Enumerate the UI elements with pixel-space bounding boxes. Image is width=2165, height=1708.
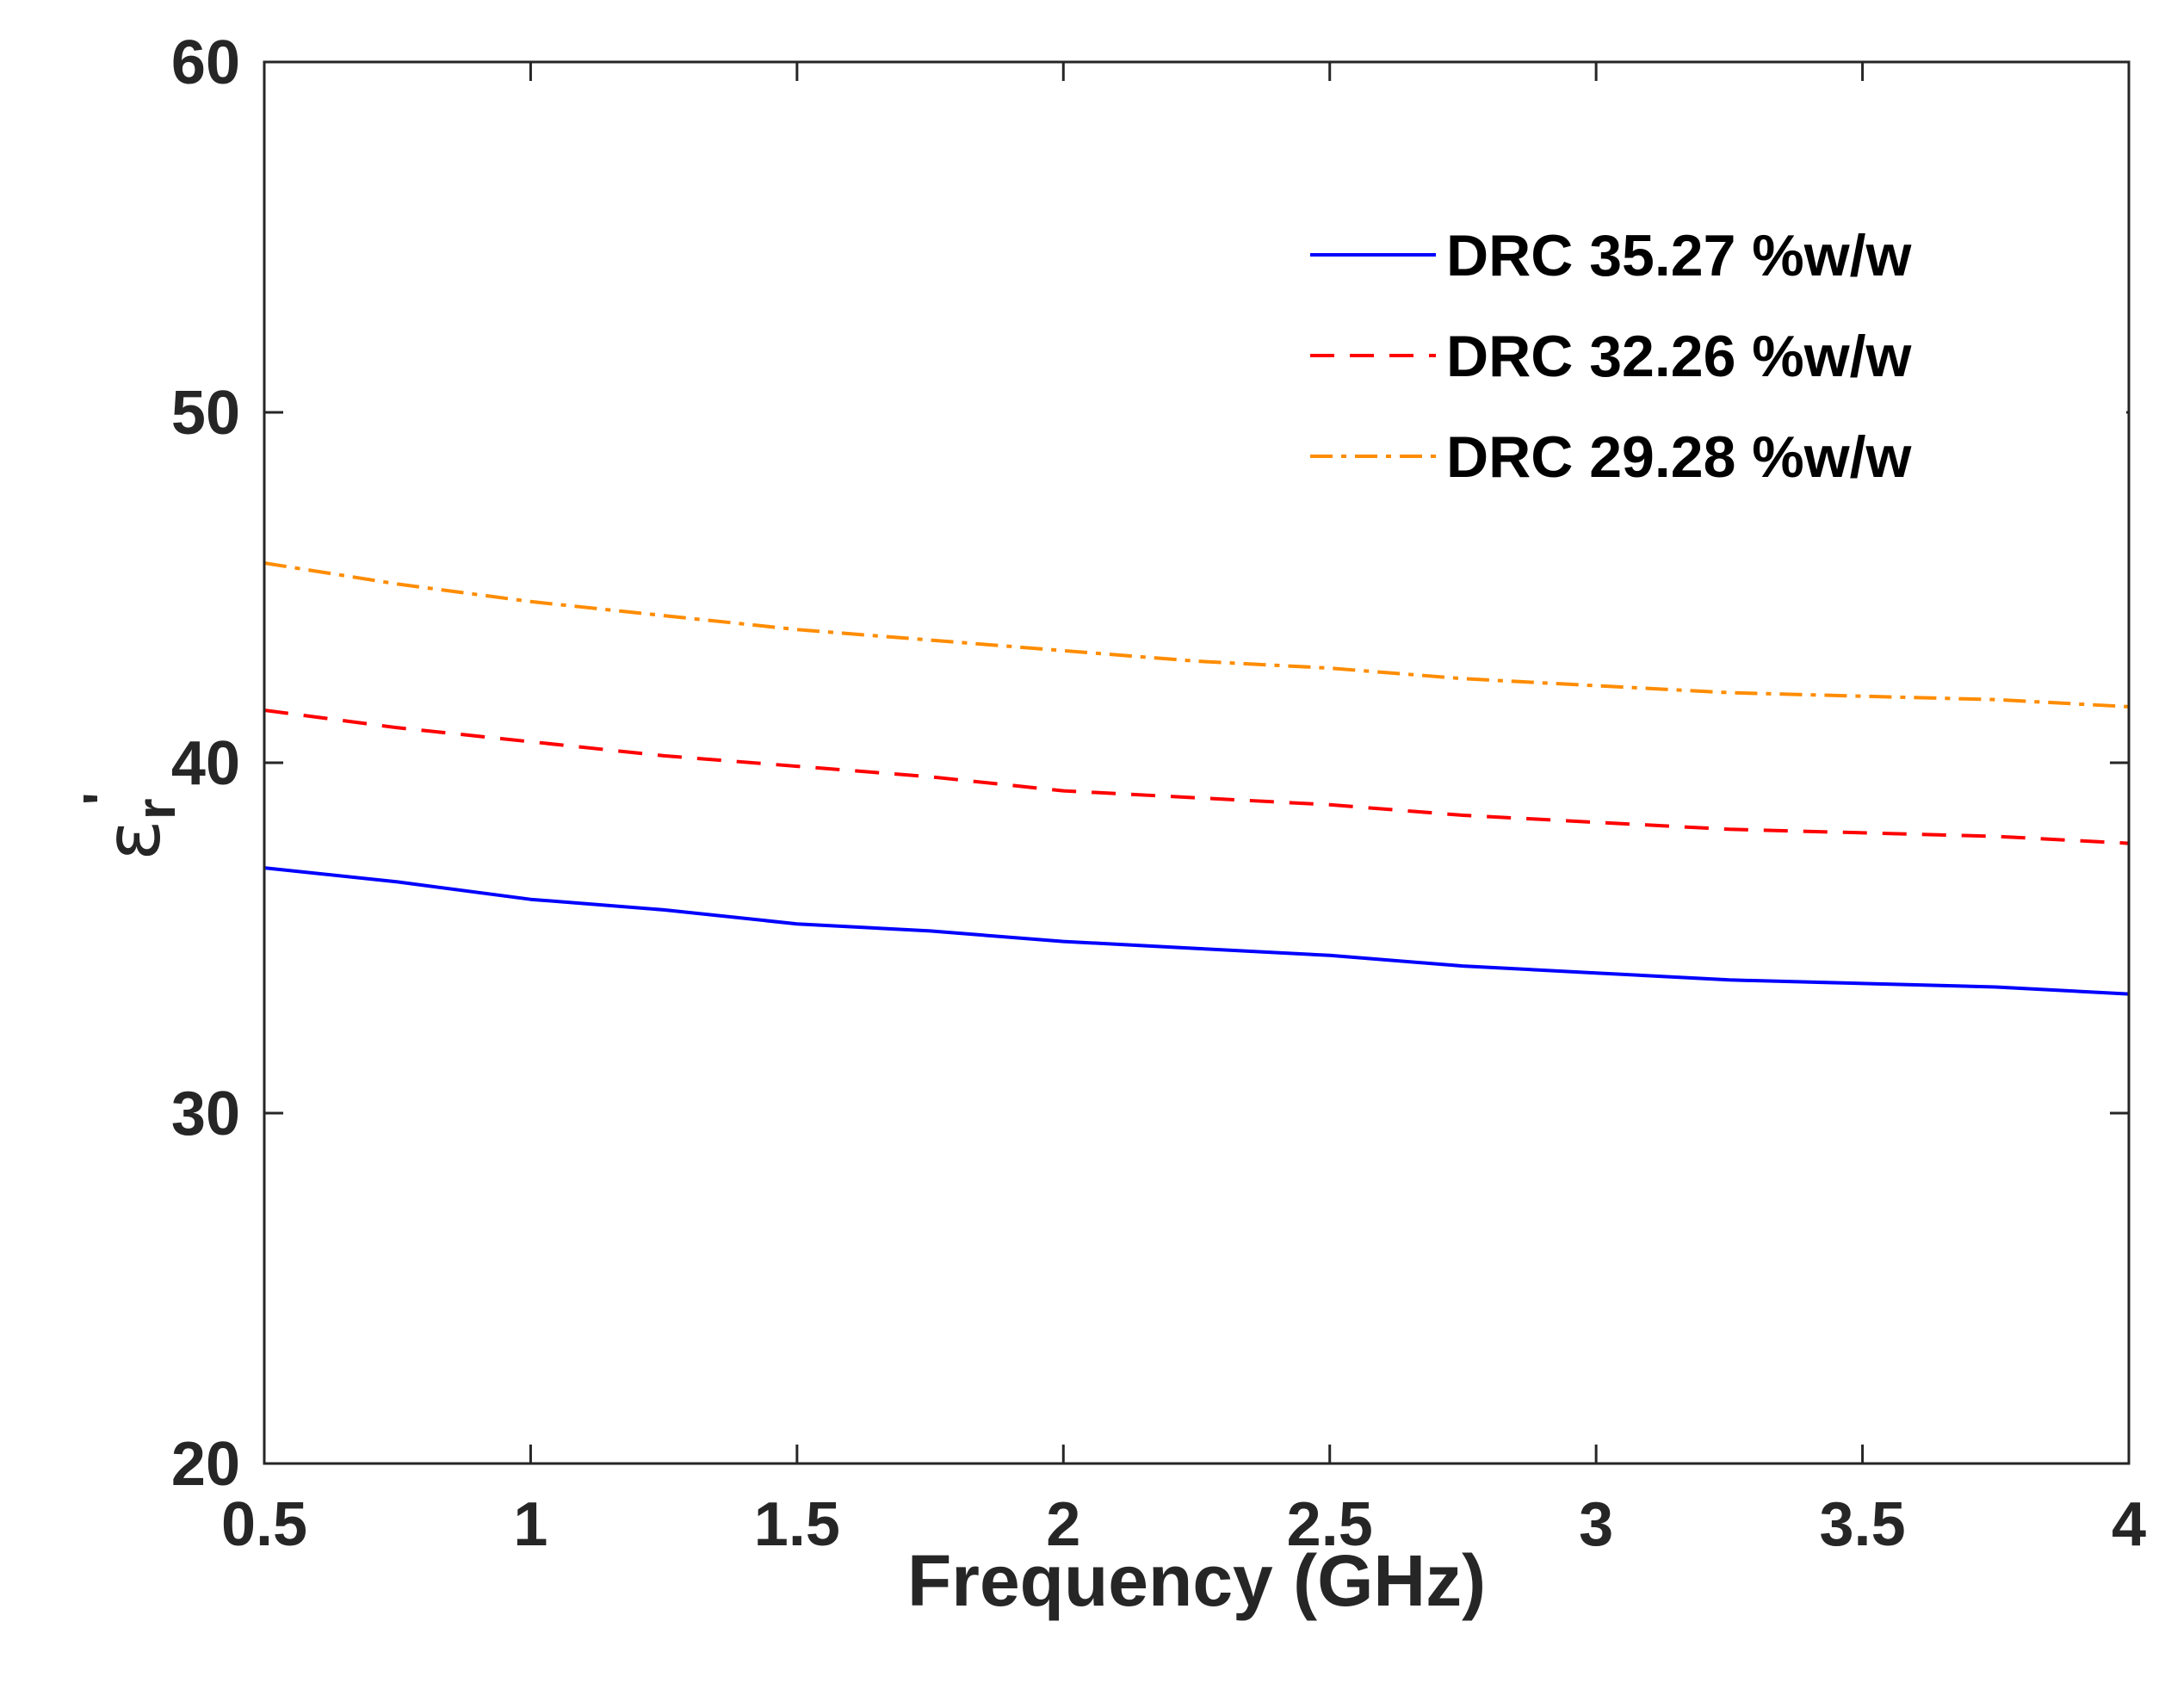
x-tick-label: 2 xyxy=(1046,1490,1080,1559)
series-line-drc-32-26-w-w xyxy=(263,709,2130,845)
legend-label-drc-35-27: DRC 35.27 %w/w xyxy=(1446,223,1913,288)
legend-label-drc-32-26: DRC 32.26 %w/w xyxy=(1446,324,1913,389)
x-tick-label: 4 xyxy=(2112,1490,2146,1559)
y-axis-label-subscript: r xyxy=(125,798,187,820)
legend: DRC 35.27 %w/w DRC 32.26 %w/w DRC 29.28 … xyxy=(1291,211,2126,504)
y-tick-label: 50 xyxy=(171,379,240,448)
x-tick-label: 1.5 xyxy=(754,1490,840,1559)
x-tick-label: 0.5 xyxy=(221,1490,307,1559)
series-layer xyxy=(263,561,2130,996)
y-tick-label: 30 xyxy=(171,1080,240,1148)
x-axis-label: Frequency (GHz) xyxy=(907,1540,1486,1621)
y-axis-label: εr' xyxy=(71,792,187,861)
y-tick-label: 20 xyxy=(171,1430,240,1499)
y-tick-label: 40 xyxy=(171,729,240,798)
x-tick-label: 2.5 xyxy=(1287,1490,1373,1559)
x-tick-label: 1 xyxy=(513,1490,547,1559)
y-axis-label-symbol: ε xyxy=(89,820,177,861)
y-axis-label-prime: ' xyxy=(71,792,133,805)
series-line-drc-35-27-w-w xyxy=(263,866,2130,996)
x-tick-label: 3 xyxy=(1579,1490,1613,1559)
x-tick-label: 3.5 xyxy=(1820,1490,1906,1559)
legend-label-drc-29-28: DRC 29.28 %w/w xyxy=(1446,424,1913,490)
x-axis-ticks: 0.5 1 1.5 2 2.5 3 3.5 4 xyxy=(221,62,2146,1559)
y-tick-label: 60 xyxy=(171,28,240,97)
svg-text:εr': εr' xyxy=(71,792,187,861)
y-axis-ticks: 20 30 40 50 60 xyxy=(171,28,2129,1499)
series-line-drc-29-28-w-w xyxy=(263,561,2130,709)
